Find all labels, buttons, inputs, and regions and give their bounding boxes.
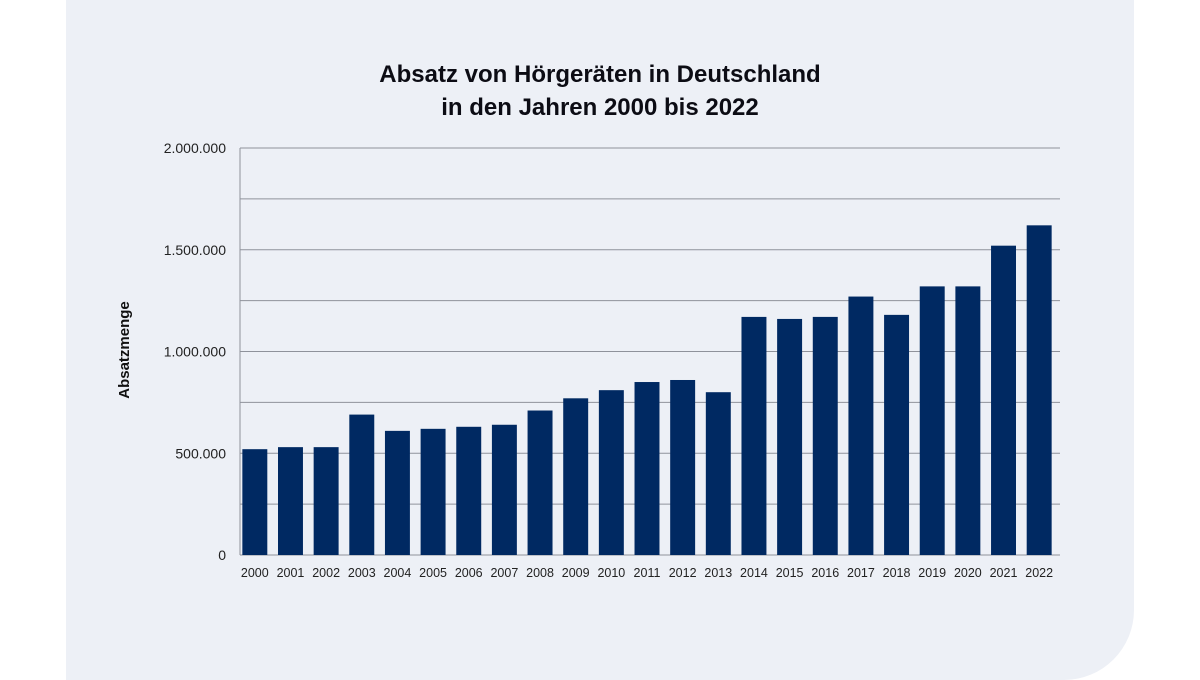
bar-2006 xyxy=(456,426,482,555)
bars xyxy=(242,225,1052,555)
y-tick-label: 0 xyxy=(218,547,226,563)
bar-2011 xyxy=(634,382,660,555)
bar-2005 xyxy=(420,428,446,555)
bar-2018 xyxy=(884,314,910,555)
bar-2001 xyxy=(278,447,303,555)
bar-2008 xyxy=(527,410,553,555)
x-tick-label: 2014 xyxy=(740,566,768,580)
x-tick-label: 2011 xyxy=(634,566,661,580)
y-tick-label: 2.000.000 xyxy=(164,140,226,156)
bar-2017 xyxy=(848,296,874,555)
y-tick-label: 500.000 xyxy=(175,445,226,461)
bar-2004 xyxy=(384,430,410,555)
chart-title-line-1: Absatz von Hörgeräten in Deutschland xyxy=(379,61,821,88)
y-axis-ticks: 0 500.000 1.000.000 1.500.000 2.000.000 xyxy=(164,140,227,563)
bar-2022 xyxy=(1026,225,1052,555)
bar-2015 xyxy=(777,318,803,555)
bar-2002 xyxy=(313,447,339,555)
bar-2012 xyxy=(670,379,696,555)
x-tick-label: 2005 xyxy=(419,566,447,580)
y-axis-label: Absatzmenge xyxy=(116,301,133,399)
bar-2003 xyxy=(349,414,375,555)
x-tick-label: 2001 xyxy=(277,566,305,580)
x-tick-label: 2018 xyxy=(883,566,911,580)
bar-2010 xyxy=(598,390,624,555)
bar-2000 xyxy=(242,449,268,555)
bar-2021 xyxy=(991,245,1016,555)
x-tick-label: 2008 xyxy=(526,566,554,580)
chart-title: Absatz von Hörgeräten in Deutschland in … xyxy=(0,58,1200,124)
bar-2019 xyxy=(919,286,945,555)
x-tick-label: 2012 xyxy=(669,566,697,580)
x-tick-label: 2022 xyxy=(1025,566,1053,580)
bar-2007 xyxy=(491,424,517,555)
y-tick-label: 1.000.000 xyxy=(164,344,226,360)
x-tick-label: 2010 xyxy=(597,566,625,580)
x-tick-label: 2013 xyxy=(704,566,732,580)
x-tick-label: 2006 xyxy=(455,566,483,580)
x-tick-label: 2007 xyxy=(490,566,518,580)
bar-2009 xyxy=(563,398,589,555)
bar-2013 xyxy=(705,392,731,555)
y-tick-label: 1.500.000 xyxy=(164,242,226,258)
x-tick-label: 2017 xyxy=(847,566,875,580)
bar-2014 xyxy=(741,316,767,555)
x-tick-label: 2016 xyxy=(811,566,839,580)
x-tick-label: 2002 xyxy=(312,566,340,580)
x-tick-label: 2021 xyxy=(990,566,1018,580)
x-tick-label: 2015 xyxy=(776,566,804,580)
bar-2016 xyxy=(812,316,838,555)
x-tick-label: 2019 xyxy=(918,566,946,580)
x-tick-label: 2020 xyxy=(954,566,982,580)
x-tick-label: 2000 xyxy=(241,566,269,580)
x-tick-label: 2009 xyxy=(562,566,590,580)
bar-2020 xyxy=(955,286,981,555)
x-tick-label: 2003 xyxy=(348,566,376,580)
x-axis-ticks: 2000 2001 2002 2003 2004 2005 2006 2007 2008 2009… xyxy=(241,566,1053,580)
chart-title-line-2: in den Jahren 2000 bis 2022 xyxy=(441,94,759,121)
x-tick-label: 2004 xyxy=(384,566,412,580)
